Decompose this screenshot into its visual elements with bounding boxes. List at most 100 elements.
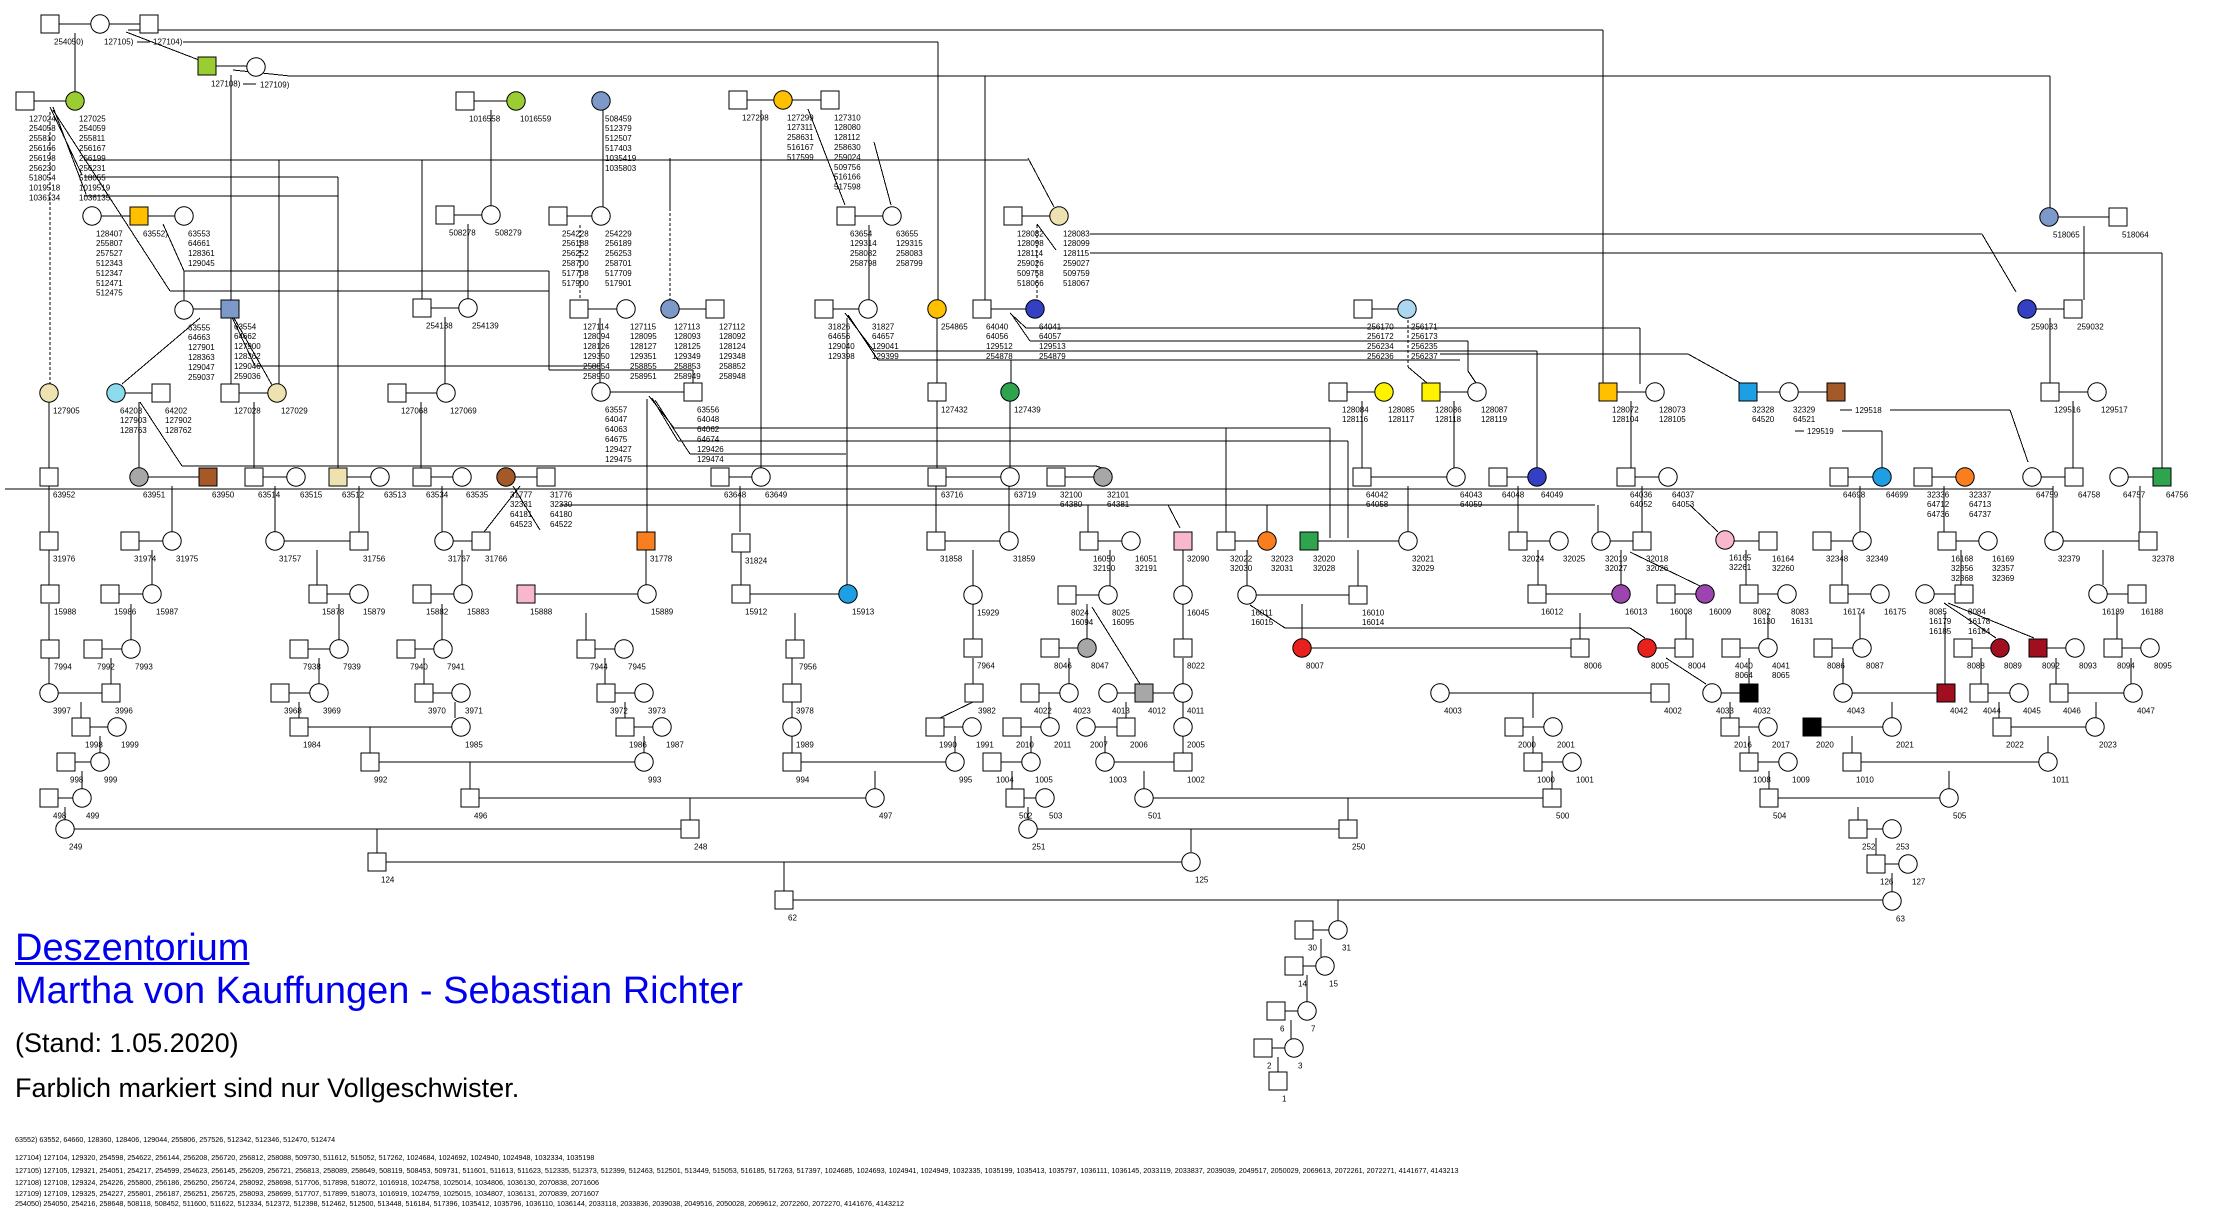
svg-text:129474: 129474 bbox=[697, 455, 724, 464]
svg-text:32190: 32190 bbox=[1093, 564, 1116, 573]
svg-text:16175: 16175 bbox=[1884, 607, 1907, 616]
svg-text:8046: 8046 bbox=[1054, 661, 1072, 670]
svg-text:251: 251 bbox=[1032, 842, 1046, 851]
svg-text:4011: 4011 bbox=[1187, 706, 1205, 715]
svg-text:31976: 31976 bbox=[53, 554, 76, 563]
svg-text:8085: 8085 bbox=[1929, 607, 1947, 616]
svg-text:258855: 258855 bbox=[630, 362, 657, 371]
svg-text:254059: 254059 bbox=[79, 124, 106, 133]
svg-text:128363: 128363 bbox=[188, 353, 215, 362]
svg-text:128085: 128085 bbox=[1388, 405, 1415, 414]
svg-text:63534: 63534 bbox=[426, 490, 449, 499]
svg-text:129519: 129519 bbox=[1807, 427, 1834, 436]
svg-text:995: 995 bbox=[959, 775, 973, 784]
svg-text:129517: 129517 bbox=[2101, 405, 2128, 414]
svg-text:8086: 8086 bbox=[1827, 661, 1845, 670]
svg-text:64380: 64380 bbox=[1060, 500, 1083, 509]
svg-text:256166: 256166 bbox=[29, 144, 56, 153]
svg-text:16164: 16164 bbox=[1772, 554, 1795, 563]
svg-text:1985: 1985 bbox=[465, 740, 483, 749]
svg-text:32025: 32025 bbox=[1563, 554, 1586, 563]
svg-text:15988: 15988 bbox=[54, 607, 77, 616]
svg-text:64381: 64381 bbox=[1107, 500, 1130, 509]
svg-text:64698: 64698 bbox=[1843, 490, 1866, 499]
svg-text:128407: 128407 bbox=[96, 229, 123, 238]
svg-text:128125: 128125 bbox=[674, 342, 701, 351]
svg-text:256252: 256252 bbox=[562, 249, 589, 258]
svg-text:31767: 31767 bbox=[448, 554, 471, 563]
svg-text:31824: 31824 bbox=[745, 556, 768, 565]
svg-text:8093: 8093 bbox=[2079, 661, 2097, 670]
svg-text:32024: 32024 bbox=[1522, 554, 1545, 563]
svg-text:496: 496 bbox=[474, 811, 488, 820]
svg-text:3970: 3970 bbox=[428, 706, 446, 715]
svg-text:16094: 16094 bbox=[1071, 618, 1094, 627]
svg-text:63556: 63556 bbox=[697, 405, 720, 414]
svg-text:7945: 7945 bbox=[628, 662, 646, 671]
svg-text:3973: 3973 bbox=[648, 706, 666, 715]
svg-text:259032: 259032 bbox=[2077, 322, 2104, 331]
svg-text:16011: 16011 bbox=[1251, 608, 1273, 617]
svg-text:498: 498 bbox=[53, 811, 67, 820]
svg-text:129040: 129040 bbox=[828, 342, 855, 351]
svg-text:16174: 16174 bbox=[1843, 607, 1866, 616]
svg-text:127439: 127439 bbox=[1014, 405, 1041, 414]
svg-text:63552): 63552) bbox=[143, 229, 168, 238]
svg-text:256167: 256167 bbox=[79, 144, 106, 153]
svg-text:63514: 63514 bbox=[258, 490, 281, 499]
svg-text:64675: 64675 bbox=[605, 435, 628, 444]
svg-text:1016559: 1016559 bbox=[520, 114, 552, 123]
svg-text:32026: 32026 bbox=[1646, 564, 1669, 573]
svg-text:505: 505 bbox=[1953, 811, 1967, 820]
svg-text:518066: 518066 bbox=[1017, 279, 1044, 288]
svg-text:256198: 256198 bbox=[29, 154, 56, 163]
svg-text:127310: 127310 bbox=[834, 113, 861, 122]
svg-text:128762: 128762 bbox=[165, 426, 192, 435]
svg-text:64736: 64736 bbox=[1927, 510, 1950, 519]
svg-text:32357: 32357 bbox=[1992, 564, 2015, 573]
svg-text:4045: 4045 bbox=[2023, 706, 2041, 715]
svg-text:15883: 15883 bbox=[467, 607, 490, 616]
svg-text:15912: 15912 bbox=[745, 607, 768, 616]
svg-text:16169: 16169 bbox=[1992, 554, 2015, 563]
svg-text:64713: 64713 bbox=[1969, 500, 1992, 509]
svg-text:127068: 127068 bbox=[401, 406, 428, 415]
svg-text:63535: 63535 bbox=[466, 490, 489, 499]
svg-text:2: 2 bbox=[1267, 1061, 1272, 1070]
svg-text:4047: 4047 bbox=[2137, 706, 2155, 715]
svg-text:8022: 8022 bbox=[1187, 661, 1205, 670]
svg-text:258951: 258951 bbox=[630, 372, 657, 381]
svg-text:64180: 64180 bbox=[550, 510, 573, 519]
svg-text:508459: 508459 bbox=[605, 114, 632, 123]
svg-text:64042: 64042 bbox=[1366, 490, 1389, 499]
svg-text:32331: 32331 bbox=[510, 500, 533, 509]
svg-text:127028: 127028 bbox=[234, 406, 261, 415]
svg-text:15889: 15889 bbox=[651, 607, 674, 616]
svg-text:16165: 16165 bbox=[1729, 553, 1752, 562]
svg-text:512471: 512471 bbox=[96, 279, 123, 288]
svg-text:16013: 16013 bbox=[1625, 607, 1648, 616]
svg-text:502: 502 bbox=[1019, 811, 1033, 820]
svg-text:258948: 258948 bbox=[719, 372, 746, 381]
svg-text:254139: 254139 bbox=[472, 321, 499, 330]
svg-text:128099: 128099 bbox=[1063, 239, 1090, 248]
svg-text:1036135: 1036135 bbox=[79, 194, 111, 203]
svg-text:504: 504 bbox=[1773, 811, 1787, 820]
svg-text:509756: 509756 bbox=[834, 163, 861, 172]
svg-text:32330: 32330 bbox=[550, 500, 573, 509]
svg-text:1008: 1008 bbox=[1753, 775, 1771, 784]
svg-text:3971: 3971 bbox=[465, 706, 483, 715]
svg-text:258799: 258799 bbox=[896, 259, 923, 268]
svg-text:6: 6 bbox=[1280, 1024, 1285, 1033]
svg-text:8047: 8047 bbox=[1091, 661, 1109, 670]
svg-text:256230: 256230 bbox=[29, 164, 56, 173]
svg-text:499: 499 bbox=[86, 811, 100, 820]
svg-text:63654: 63654 bbox=[850, 229, 873, 238]
svg-text:256253: 256253 bbox=[605, 249, 632, 258]
svg-text:7994: 7994 bbox=[54, 662, 72, 671]
svg-text:4013: 4013 bbox=[1112, 706, 1130, 715]
svg-text:3969: 3969 bbox=[323, 706, 341, 715]
svg-text:8084: 8084 bbox=[1968, 607, 1986, 616]
svg-text:32018: 32018 bbox=[1646, 554, 1669, 563]
svg-text:15986: 15986 bbox=[114, 607, 137, 616]
